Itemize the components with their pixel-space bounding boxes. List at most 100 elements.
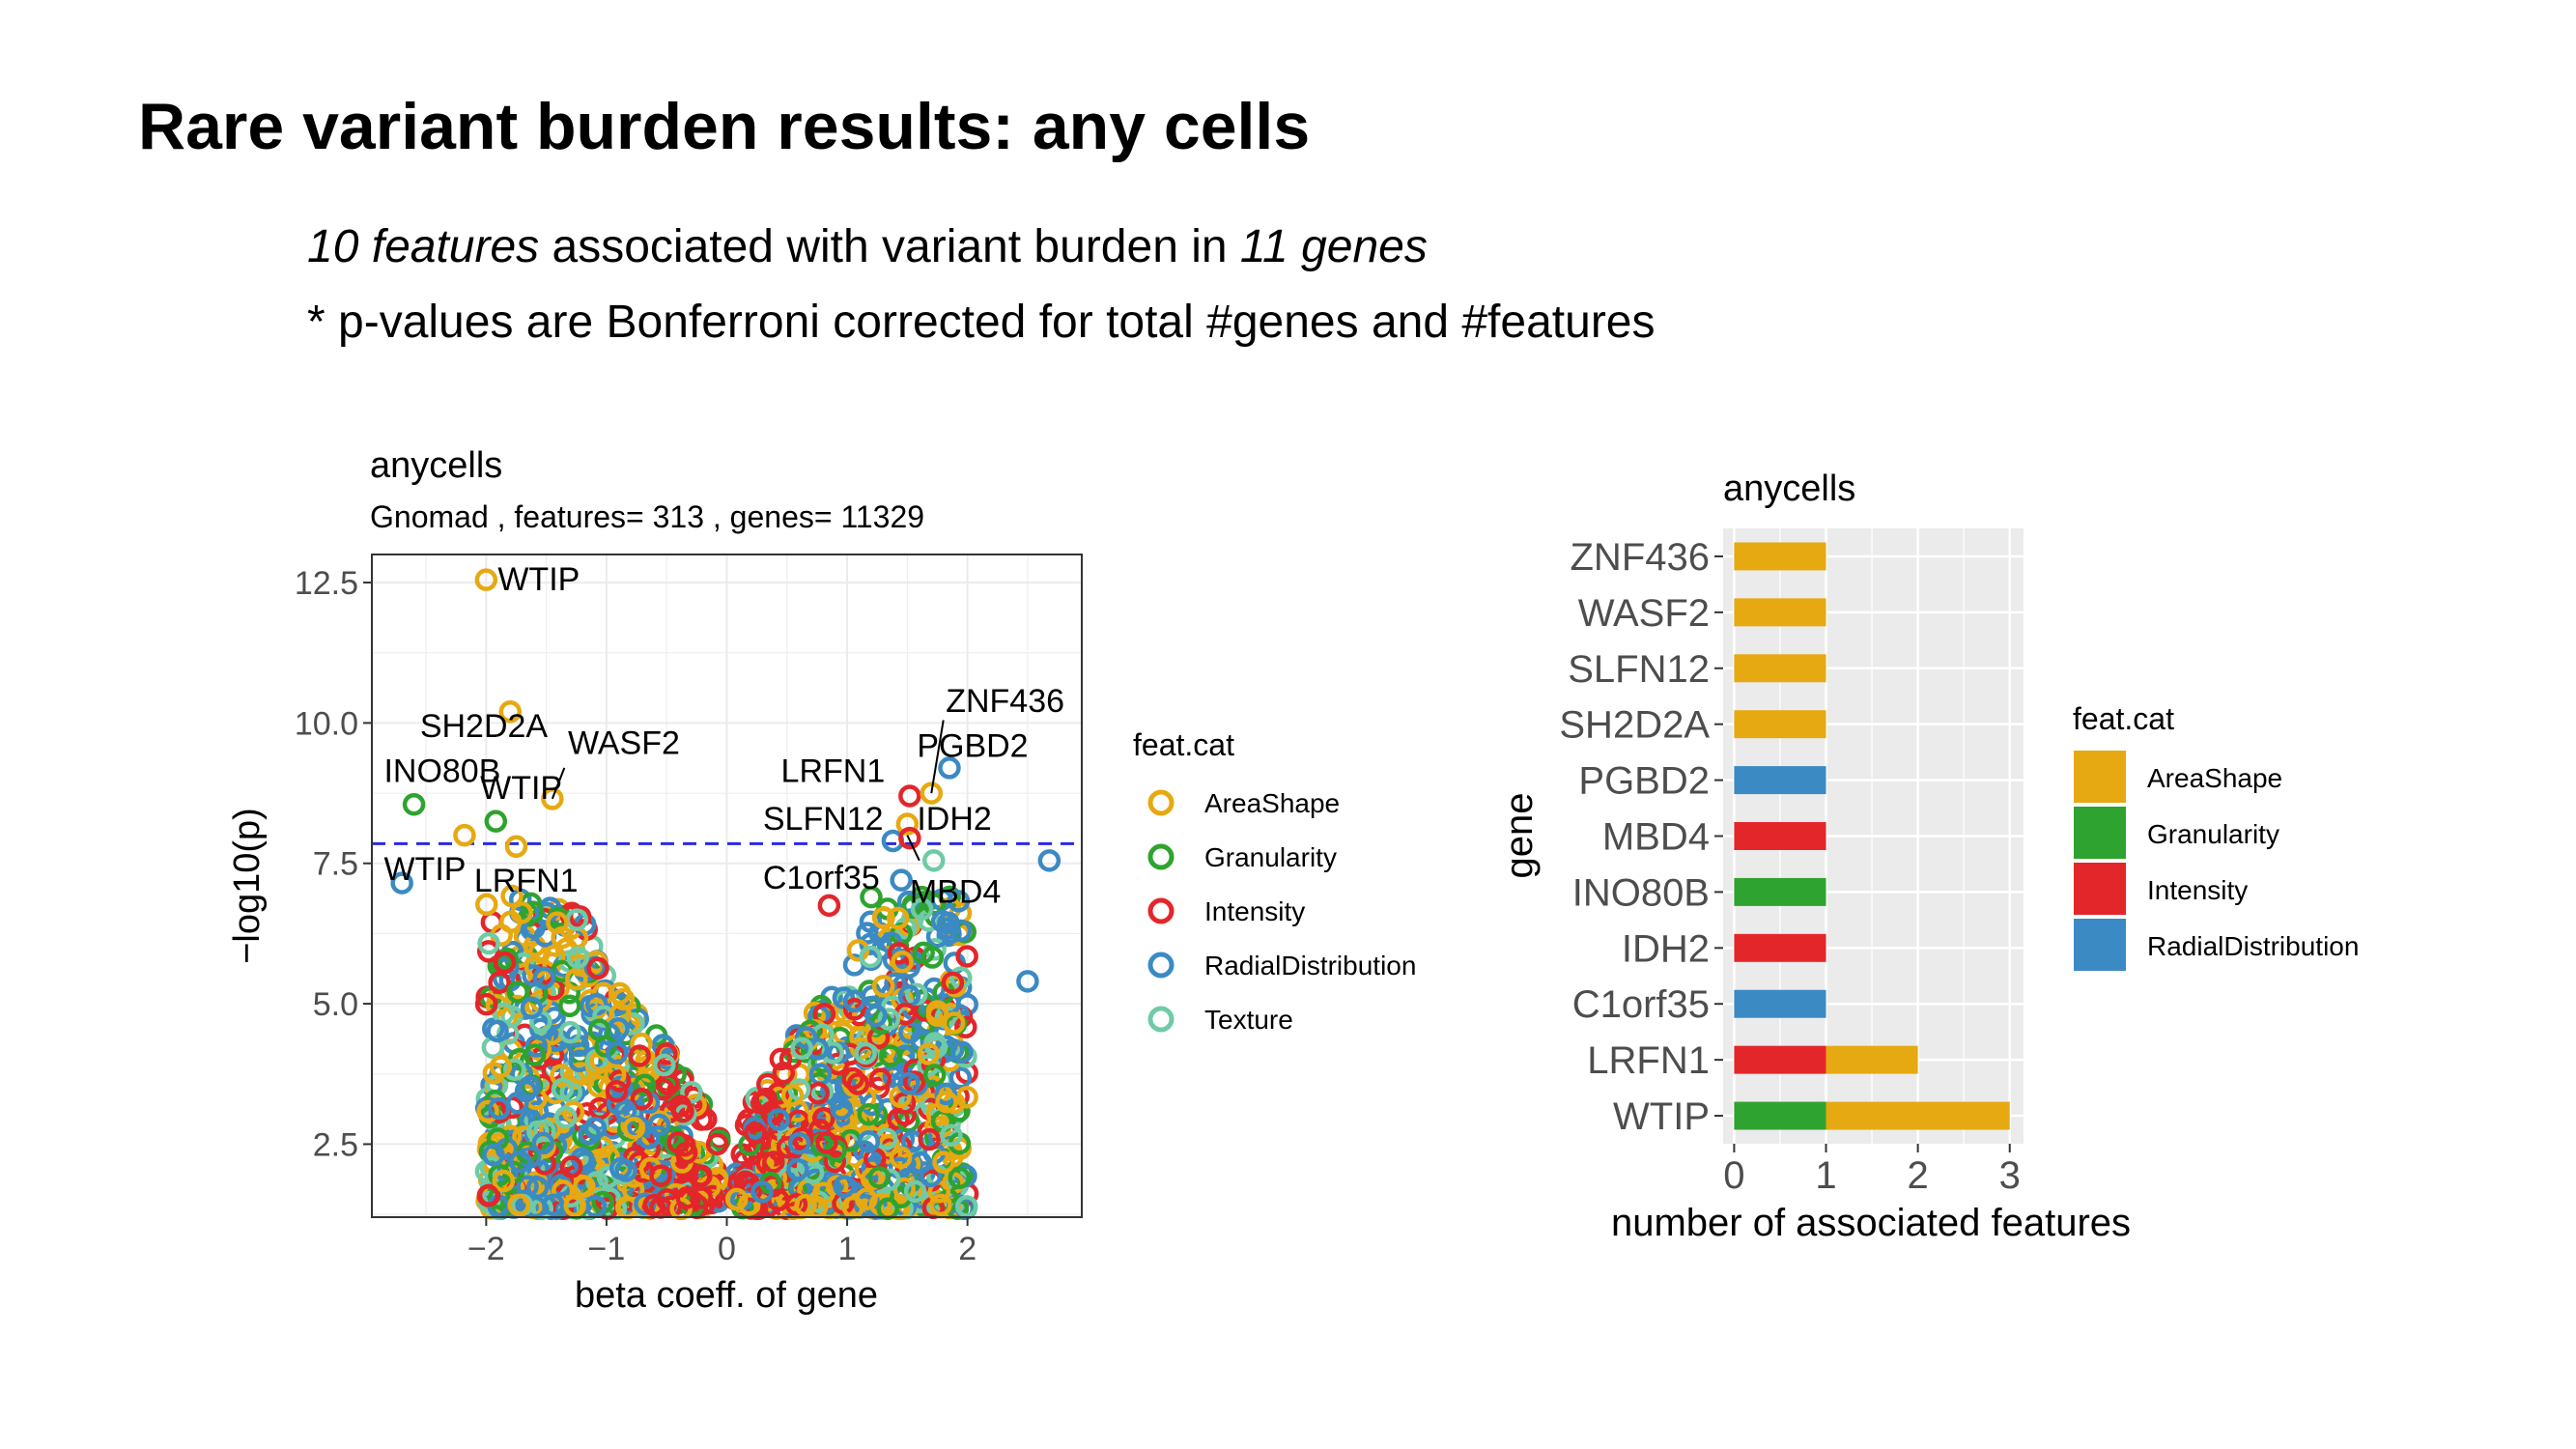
volcano-point bbox=[823, 1150, 847, 1174]
bar-segment bbox=[1734, 654, 1826, 683]
volcano-y-tick-label: 10.0 bbox=[295, 705, 358, 742]
volcano-gene-label: WTIP bbox=[480, 770, 562, 807]
bar-y-tick-label: SH2D2A bbox=[1559, 704, 1710, 747]
volcano-point bbox=[662, 1125, 686, 1150]
subtitle-mid-text: associated with variant burden in bbox=[539, 221, 1240, 272]
volcano-point bbox=[523, 1043, 547, 1066]
volcano-point bbox=[744, 1122, 767, 1145]
volcano-legend-title: feat.cat bbox=[1133, 727, 1234, 762]
volcano-point bbox=[559, 1155, 583, 1179]
volcano-point bbox=[815, 1131, 838, 1154]
volcano-point bbox=[551, 1077, 575, 1101]
volcano-point bbox=[868, 1067, 892, 1091]
volcano-point bbox=[578, 1122, 601, 1146]
bar-y-tick-label: C1orf35 bbox=[1572, 983, 1710, 1026]
volcano-point bbox=[628, 1044, 651, 1067]
volcano-point bbox=[872, 906, 895, 930]
volcano-point bbox=[790, 1037, 813, 1061]
volcano-point bbox=[929, 1193, 952, 1217]
volcano-x-tick-label: −2 bbox=[467, 1231, 505, 1267]
volcano-point bbox=[860, 885, 883, 909]
volcano-point bbox=[701, 1184, 724, 1208]
volcano-point bbox=[812, 1181, 835, 1205]
volcano-point bbox=[573, 1175, 596, 1199]
volcano-point bbox=[794, 1193, 817, 1217]
bar-legend-label: Intensity bbox=[2147, 875, 2248, 905]
genes-count-text: 11 genes bbox=[1239, 221, 1428, 272]
volcano-label-connector bbox=[930, 720, 945, 794]
volcano-point bbox=[841, 1066, 864, 1091]
volcano-point bbox=[940, 1123, 963, 1148]
volcano-point bbox=[476, 940, 500, 963]
volcano-point bbox=[609, 1003, 632, 1026]
volcano-point bbox=[586, 956, 609, 980]
volcano-point bbox=[859, 945, 882, 969]
volcano-plot: anycells Gnomad , features= 313 , genes=… bbox=[227, 445, 1416, 1316]
volcano-point bbox=[897, 1071, 920, 1095]
volcano-point bbox=[653, 1053, 676, 1077]
volcano-point bbox=[912, 941, 935, 965]
volcano-point bbox=[690, 1164, 713, 1187]
volcano-point bbox=[919, 1164, 943, 1188]
volcano-point bbox=[690, 1186, 713, 1209]
volcano-point bbox=[524, 1035, 549, 1058]
volcano-point bbox=[762, 1151, 785, 1174]
volcano-point bbox=[498, 1124, 523, 1148]
volcano-point bbox=[859, 910, 883, 934]
volcano-point bbox=[737, 1193, 761, 1216]
volcano-point bbox=[857, 1102, 881, 1126]
volcano-point bbox=[486, 1019, 509, 1043]
volcano-point bbox=[622, 1117, 646, 1140]
volcano-gene-label: WTIP bbox=[383, 851, 466, 888]
volcano-point bbox=[910, 897, 934, 921]
volcano-point bbox=[769, 1047, 793, 1071]
volcano-x-tick-label: 1 bbox=[838, 1231, 857, 1267]
volcano-point bbox=[918, 1127, 941, 1151]
volcano-point bbox=[671, 1099, 694, 1123]
volcano-point bbox=[504, 835, 528, 859]
bar-y-tick-label: WTIP bbox=[1613, 1095, 1710, 1138]
volcano-point bbox=[477, 931, 500, 955]
bar-title: anycells bbox=[1723, 469, 1855, 509]
volcano-point bbox=[606, 1041, 629, 1065]
volcano-point bbox=[877, 1008, 901, 1031]
volcano-point bbox=[605, 1079, 629, 1103]
volcano-point bbox=[630, 1032, 653, 1056]
volcano-point bbox=[920, 781, 944, 805]
bar-x-label: number of associated features bbox=[1611, 1202, 2131, 1244]
volcano-legend: feat.cat AreaShape Granularity Intensity Ra… bbox=[1133, 727, 1416, 1035]
volcano-x-axis: −2 −1 0 1 2 bbox=[467, 1217, 977, 1267]
volcano-point bbox=[854, 1041, 877, 1065]
volcano-label-connector bbox=[906, 835, 920, 862]
volcano-point bbox=[806, 1037, 830, 1061]
volcano-point bbox=[948, 1166, 972, 1190]
volcano-gene-label: PGBD2 bbox=[917, 727, 1028, 764]
volcano-point bbox=[642, 1193, 665, 1217]
volcano-y-tick-label: 5.0 bbox=[313, 986, 358, 1023]
volcano-point bbox=[558, 994, 581, 1018]
volcano-point bbox=[453, 823, 476, 847]
volcano-x-label: beta coeff. of gene bbox=[575, 1275, 878, 1316]
volcano-point bbox=[784, 1193, 808, 1216]
volcano-point bbox=[772, 1061, 796, 1085]
volcano-point bbox=[922, 893, 946, 916]
volcano-gene-label: IDH2 bbox=[917, 801, 991, 838]
volcano-point bbox=[856, 922, 879, 945]
volcano-gene-label: SH2D2A bbox=[420, 708, 549, 745]
volcano-point bbox=[655, 1042, 678, 1065]
volcano-x-tick-label: −1 bbox=[588, 1231, 626, 1267]
volcano-legend-key bbox=[1147, 897, 1175, 924]
volcano-point bbox=[954, 1015, 977, 1039]
volcano-point bbox=[573, 1151, 597, 1175]
volcano-point bbox=[922, 1064, 947, 1087]
bar-x-tick-label: 1 bbox=[1815, 1154, 1836, 1197]
volcano-point bbox=[705, 1132, 729, 1156]
volcano-point bbox=[867, 1166, 892, 1189]
volcano-y-tick-label: 2.5 bbox=[313, 1126, 358, 1163]
volcano-point bbox=[476, 1099, 499, 1123]
volcano-point bbox=[633, 1073, 657, 1097]
bar-segment bbox=[1734, 1045, 1826, 1074]
volcano-point bbox=[842, 997, 866, 1021]
bar-legend-key bbox=[2074, 863, 2126, 915]
volcano-point bbox=[608, 981, 632, 1006]
